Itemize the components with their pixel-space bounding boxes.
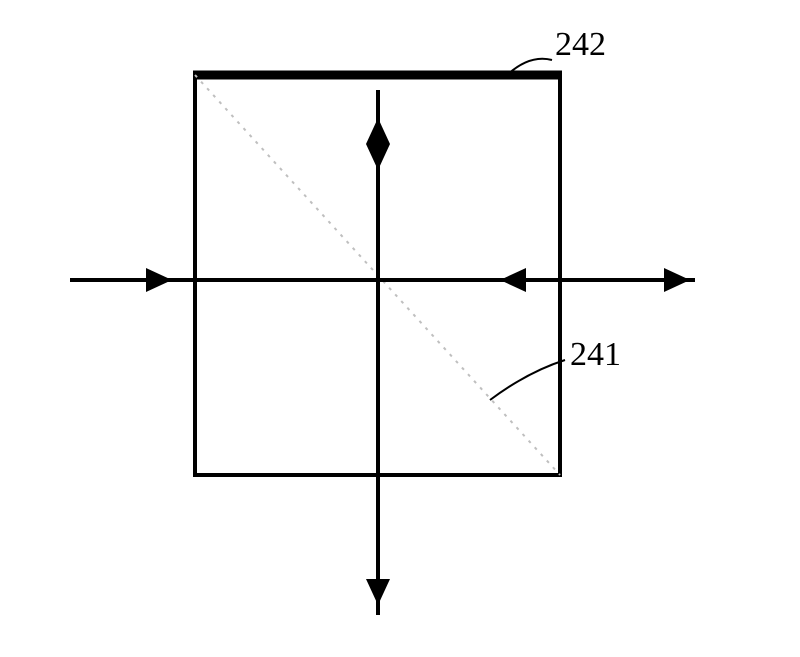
label-242: 242 — [555, 26, 606, 63]
leader-241 — [490, 360, 565, 400]
arrowhead-down — [366, 144, 390, 170]
arrowhead-right — [146, 268, 172, 292]
arrowhead-down — [366, 579, 390, 605]
arrowhead-right — [664, 268, 690, 292]
label-241: 241 — [570, 336, 621, 373]
ray-horizontal — [70, 268, 695, 292]
diagram-canvas: 242 241 — [0, 0, 800, 657]
arrowhead-up — [366, 118, 390, 144]
ray-vertical — [366, 90, 390, 615]
arrowhead-left — [500, 268, 526, 292]
